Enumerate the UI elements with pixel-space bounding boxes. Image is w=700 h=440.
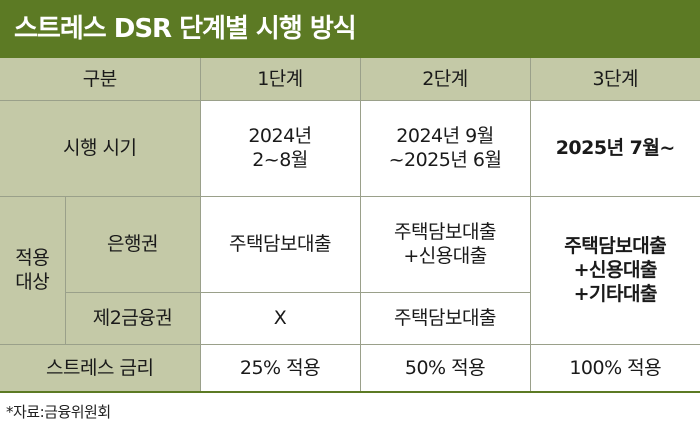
bank-stage2: 주택담보대출 +신용대출 (359, 195, 531, 293)
header-row: 구분 1단계 2단계 3단계 (0, 58, 700, 101)
column-header-stage1: 1단계 (199, 58, 361, 101)
column-header-category: 구분 (0, 58, 201, 101)
target-stage3-line2: +신용대출 (573, 258, 658, 281)
timing-stage2: 2024년 9월 ~2025년 6월 (359, 99, 531, 197)
timing-stage3: 2025년 7월~ (529, 99, 700, 197)
timing-row: 시행 시기 2024년 2~8월 2024년 9월 ~2025년 6월 2025… (0, 99, 700, 197)
timing-stage1-line1: 2024년 (248, 124, 312, 147)
dsr-stage-table: 구분 1단계 2단계 3단계 시행 시기 2024년 2~8월 2024년 9월… (0, 58, 700, 393)
source-note: *자료:금융위원회 (6, 403, 111, 421)
target-stage3-line3: +기타대출 (573, 283, 658, 306)
column-header-stage2: 2단계 (359, 58, 531, 101)
timing-stage1-line2: 2~8월 (252, 149, 308, 171)
title-bar: 스트레스 DSR 단계별 시행 방식 (0, 0, 700, 58)
table-title: 스트레스 DSR 단계별 시행 방식 (14, 14, 357, 44)
bank-row: 적용 대상 은행권 주택담보대출 주택담보대출 +신용대출 주택담보대출 +신용… (0, 195, 700, 345)
target-label-line1: 적용 (15, 246, 50, 269)
stress-rate-stage1: 25% 적용 (199, 343, 361, 393)
row-label-bank: 은행권 (64, 195, 201, 293)
column-header-stage3: 3단계 (529, 58, 700, 101)
target-stage3-line1: 주택담보대출 (564, 234, 667, 257)
bank-stage2-line1: 주택담보대출 (394, 220, 496, 243)
target-label-line2: 대상 (15, 271, 50, 293)
row-label-timing: 시행 시기 (0, 99, 201, 197)
stress-rate-stage3: 100% 적용 (529, 343, 700, 393)
secondary-stage2-line1: 주택담보대출 (394, 306, 496, 329)
timing-stage1: 2024년 2~8월 (199, 99, 361, 197)
stress-rate-stage2: 50% 적용 (359, 343, 531, 393)
bank-stage1: 주택담보대출 (199, 195, 361, 293)
stress-rate-row: 스트레스 금리 25% 적용 50% 적용 100% 적용 (0, 343, 700, 393)
row-label-stress-rate: 스트레스 금리 (0, 343, 201, 393)
timing-stage2-line1: 2024년 9월 (396, 124, 494, 147)
secondary-stage1-line1: X (273, 306, 287, 329)
timing-stage3-line1: 2025년 7월~ (555, 136, 676, 159)
secondary-stage2: 주택담보대출 (359, 291, 530, 345)
bank-stage2-line2: +신용대출 (403, 245, 487, 267)
secondary-stage1: X (199, 291, 361, 345)
row-label-target: 적용 대상 (0, 195, 66, 345)
bank-stage1-line1: 주택담보대출 (229, 232, 331, 255)
timing-stage2-line2: ~2025년 6월 (388, 149, 502, 171)
row-label-secondary: 제2금융권 (65, 291, 201, 345)
target-stage3: 주택담보대출 +신용대출 +기타대출 (529, 195, 700, 345)
